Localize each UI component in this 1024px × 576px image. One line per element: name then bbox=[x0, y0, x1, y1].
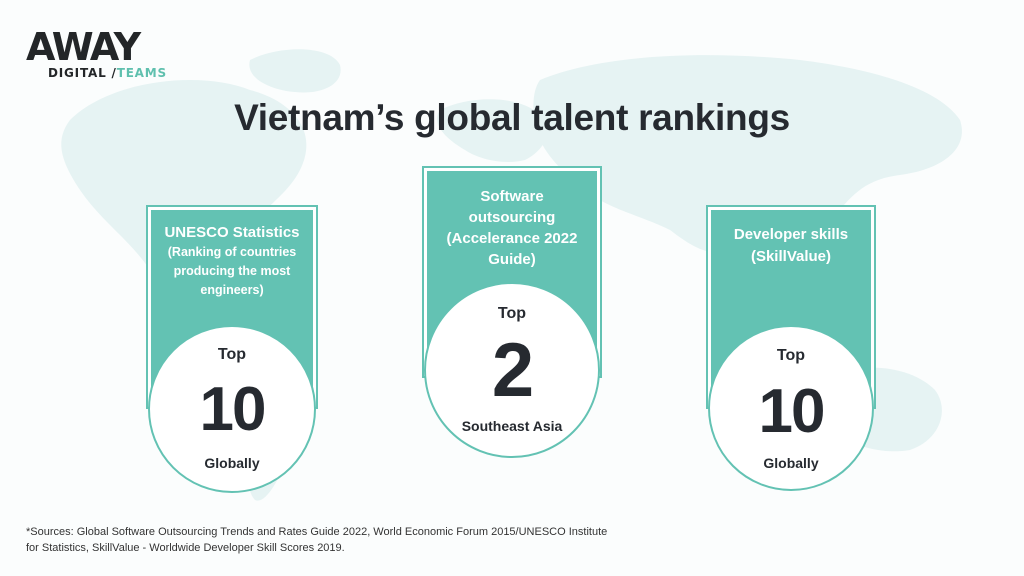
page-title: Vietnam’s global talent rankings bbox=[234, 97, 790, 138]
banner-heading-line: (SkillValue) bbox=[750, 248, 832, 265]
logo-subtitle: DIGITAL / TEAMS bbox=[48, 66, 176, 80]
rank-scope: Southeast Asia bbox=[461, 418, 563, 434]
logo-digital-text: DIGITAL / bbox=[48, 66, 117, 80]
rank-top-label: Top bbox=[497, 305, 527, 322]
ranking-card-software-outsourcing: Software outsourcing (Accelerance 2022 G… bbox=[422, 166, 602, 458]
footnote-line: for Statistics, SkillValue - Worldwide D… bbox=[26, 542, 345, 554]
banner-heading-line: (Accelerance 2022 bbox=[446, 230, 578, 247]
rank-badge: Top 2 Southeast Asia bbox=[424, 282, 600, 458]
rank-scope: Globally bbox=[763, 455, 819, 471]
rank-scope: Globally bbox=[204, 455, 260, 471]
banner-detail-line: producing the most bbox=[173, 264, 291, 278]
banner-heading-line: Developer skills bbox=[733, 226, 849, 243]
footnote-line: *Sources: Global Software Outsourcing Tr… bbox=[26, 526, 608, 538]
rank-number: 2 bbox=[491, 328, 534, 413]
logo-wordmark: AWAY bbox=[26, 25, 141, 69]
banner-heading-line: Guide) bbox=[488, 251, 536, 268]
banner-detail-line: engineers) bbox=[200, 283, 264, 297]
away-digital-teams-logo[interactable]: AWAY DIGITAL / TEAMS bbox=[26, 26, 176, 80]
banner-heading-line: Software bbox=[480, 188, 544, 205]
logo-teams-text: TEAMS bbox=[116, 66, 167, 80]
banner-heading-line: outsourcing bbox=[468, 209, 556, 226]
rank-top-label: Top bbox=[776, 347, 806, 364]
banner-detail-line: (Ranking of countries bbox=[167, 245, 297, 259]
banner-heading: UNESCO Statistics bbox=[164, 224, 300, 241]
ranking-card-developer-skills: Developer skills (SkillValue) Top 10 Glo… bbox=[706, 205, 876, 491]
rank-badge: Top 10 Globally bbox=[708, 325, 874, 491]
rank-top-label: Top bbox=[217, 346, 247, 363]
rank-number: 10 bbox=[758, 377, 826, 446]
sources-footnote: *Sources: Global Software Outsourcing Tr… bbox=[26, 524, 626, 556]
ranking-card-unesco: UNESCO Statistics (Ranking of countries … bbox=[146, 205, 318, 493]
rank-badge: Top 10 Globally bbox=[148, 325, 316, 493]
rank-number: 10 bbox=[199, 375, 267, 444]
